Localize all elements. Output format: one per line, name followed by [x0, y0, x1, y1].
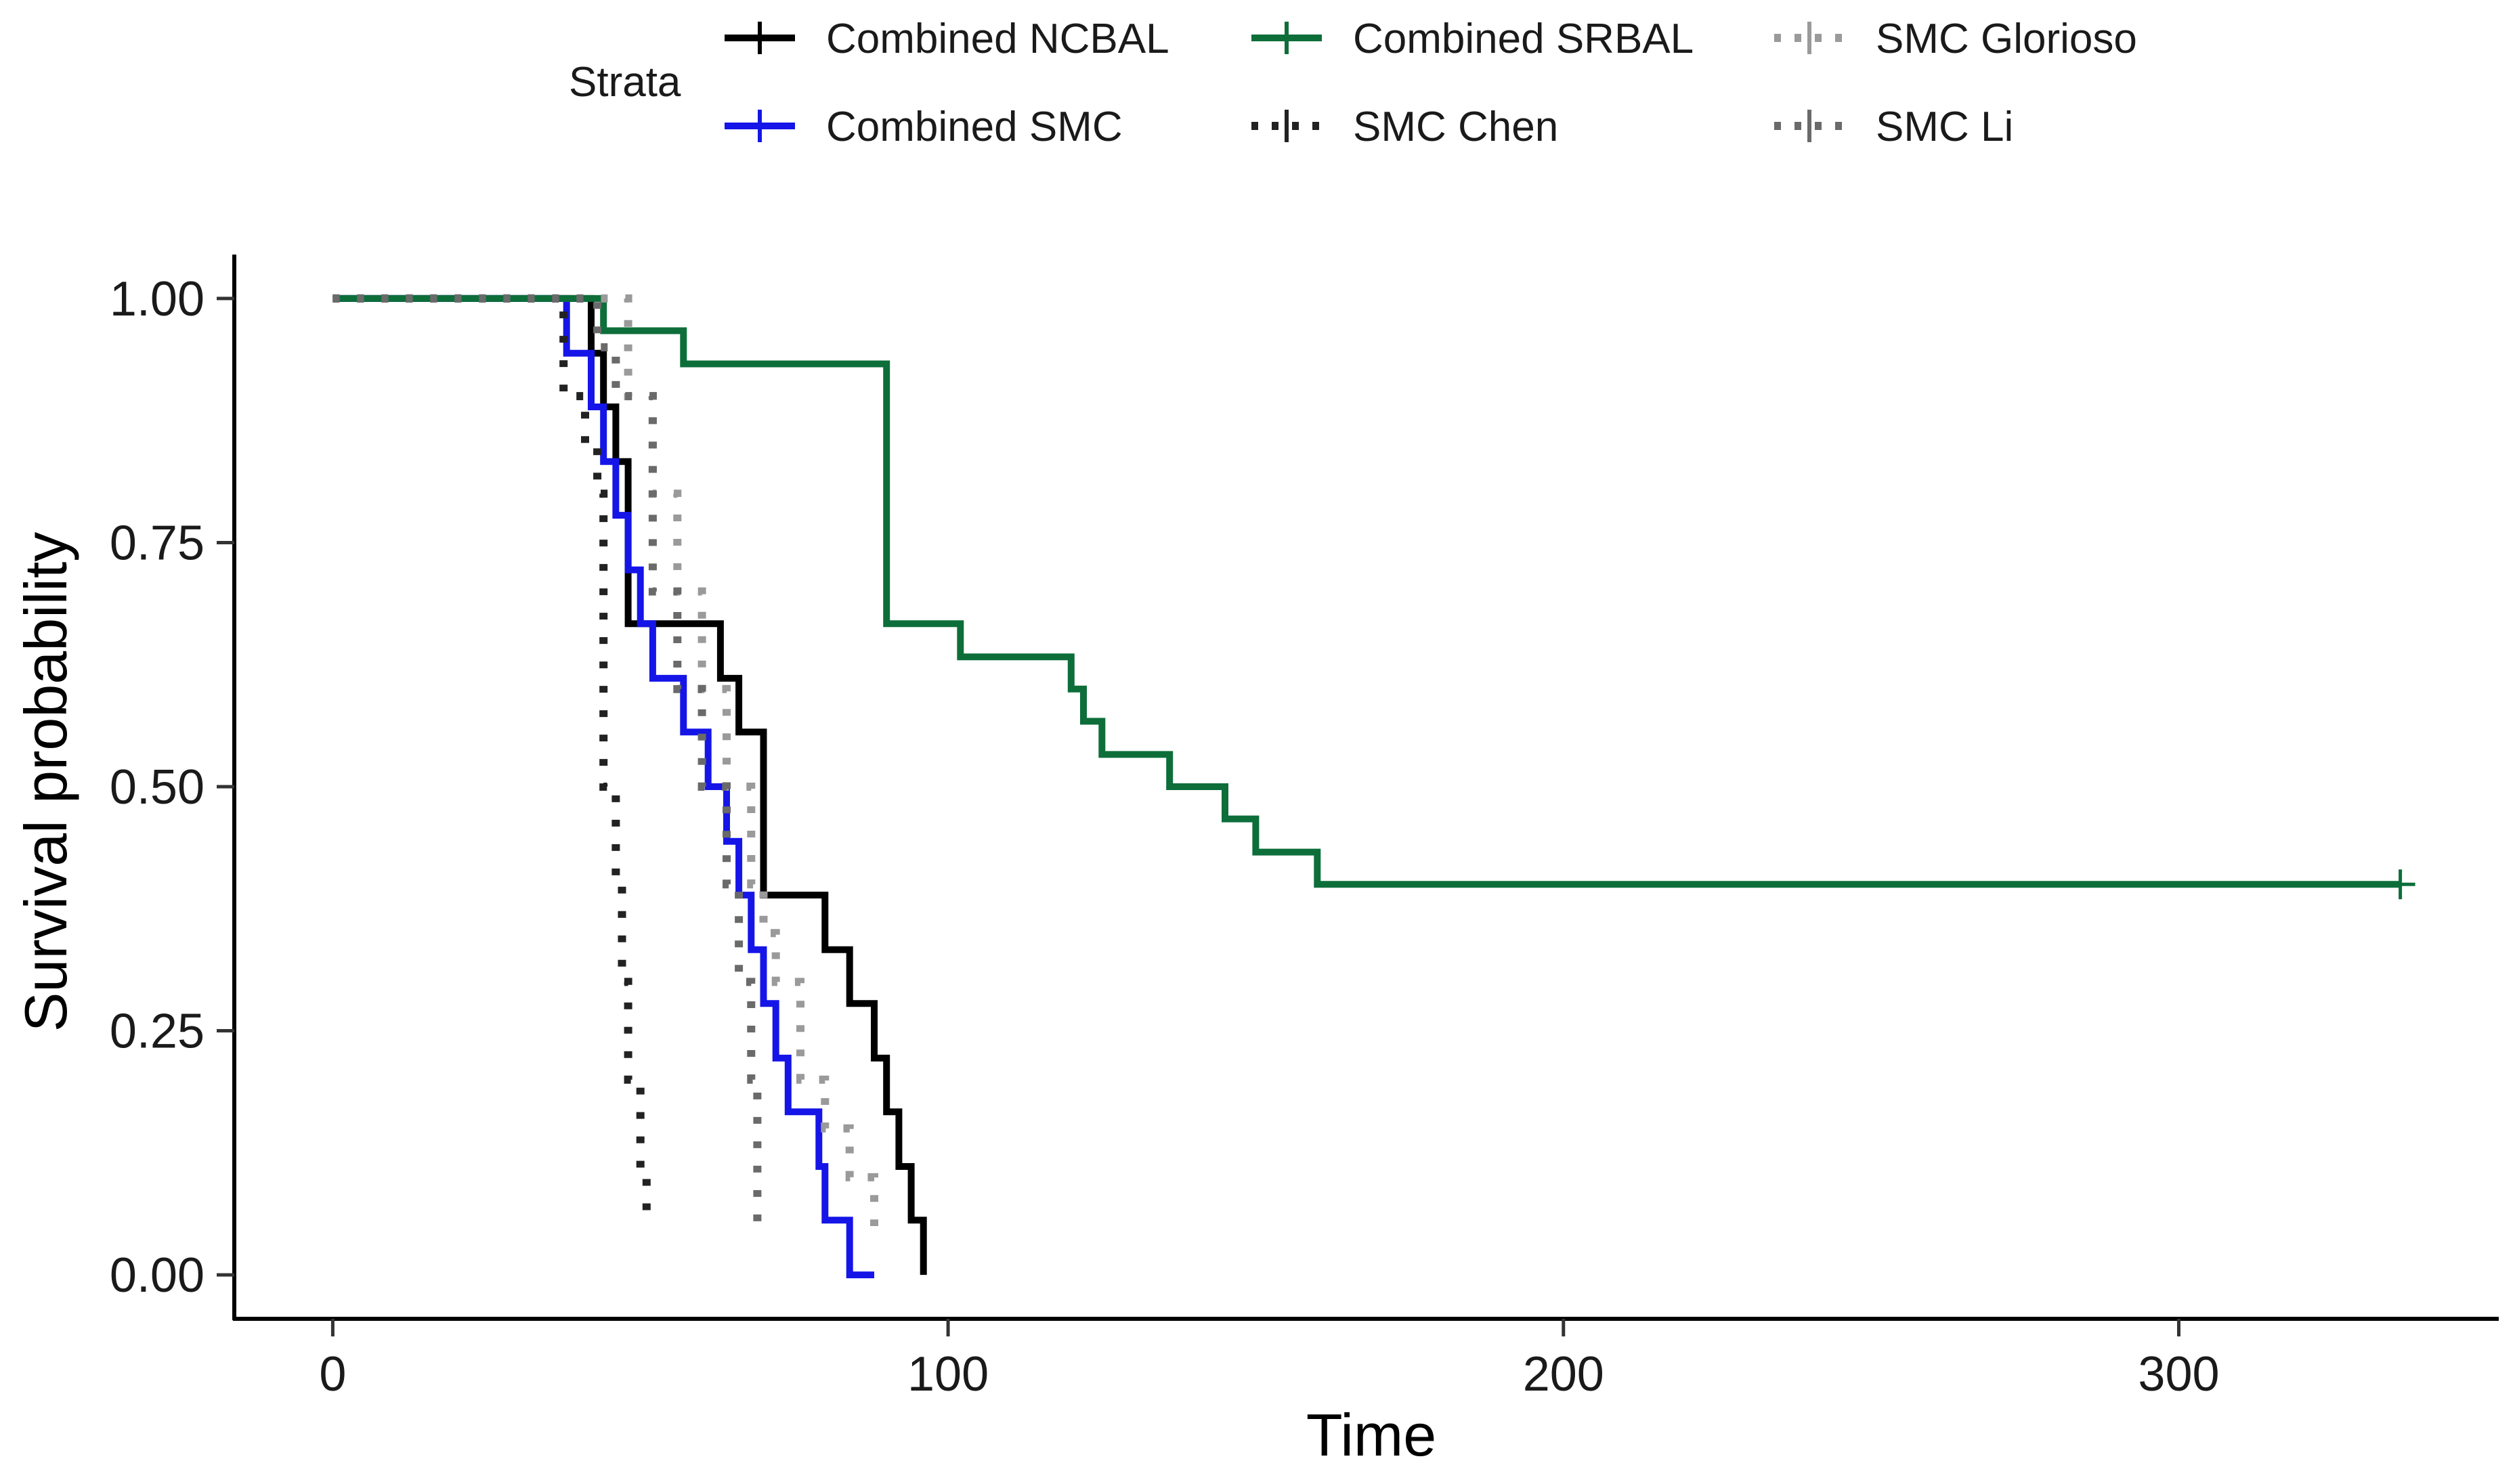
y-tick-label: 0.50 — [110, 760, 205, 814]
legend: Strata Combined NCBAL Combined SRBAL SMC G… — [569, 16, 2137, 150]
y-axis-title: Survival probability — [12, 532, 79, 1032]
axes: 0.00 0.25 0.50 0.75 1.00 0 100 200 300 — [110, 255, 2499, 1401]
y-tick-label: 0.75 — [110, 516, 205, 570]
legend-item-combined-ncbal: Combined NCBAL — [725, 16, 1169, 62]
series-line-combined-smc — [332, 294, 874, 1279]
legend-item-smc-li: SMC Li — [1774, 104, 2013, 150]
x-tick-label: 200 — [1523, 1347, 1604, 1401]
plot-area — [332, 294, 2415, 1279]
legend-label: Combined NCBAL — [826, 16, 1169, 62]
legend-label: SMC Li — [1876, 104, 2013, 150]
censor-mark — [2385, 869, 2415, 900]
x-tick-label: 300 — [2138, 1347, 2219, 1401]
legend-label: Combined SRBAL — [1353, 16, 1694, 62]
legend-item-combined-smc: Combined SMC — [725, 104, 1123, 150]
legend-label: SMC Chen — [1353, 104, 1558, 150]
series-line-combined-ncbal — [332, 294, 927, 1275]
series-line-smc-chen — [332, 294, 651, 1226]
x-tick-label: 0 — [319, 1347, 346, 1401]
legend-item-combined-srbal: Combined SRBAL — [1251, 16, 1694, 62]
legend-label: SMC Glorioso — [1876, 16, 2137, 62]
legend-title: Strata — [569, 59, 681, 106]
y-tick-label: 1.00 — [110, 272, 205, 326]
legend-item-smc-chen: SMC Chen — [1251, 104, 1558, 150]
series-line-smc-li — [332, 294, 762, 1226]
legend-items: Combined NCBAL Combined SRBAL SMC Glorioso… — [725, 16, 2137, 150]
y-tick-label: 0.00 — [110, 1248, 205, 1303]
series-line-combined-srbal — [332, 294, 2401, 888]
x-tick-label: 100 — [907, 1347, 989, 1401]
legend-label: Combined SMC — [826, 104, 1123, 150]
y-tick-label: 0.25 — [110, 1005, 205, 1059]
x-axis-title: Time — [1306, 1401, 1436, 1468]
legend-item-smc-glorioso: SMC Glorioso — [1774, 16, 2137, 62]
